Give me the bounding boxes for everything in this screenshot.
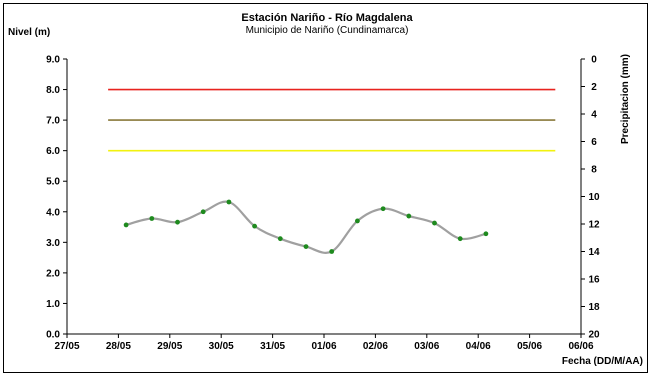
x-tick-label: 02/06: [363, 341, 388, 352]
x-axis-label: Fecha (DD/M/AA): [562, 356, 643, 367]
y-tick-label: 4.0: [46, 207, 60, 218]
y-tick-label: 6.0: [46, 146, 60, 157]
series-point: [175, 219, 180, 225]
series-point: [406, 213, 412, 219]
series-point: [226, 199, 232, 205]
y2-tick-label: 6: [591, 137, 597, 148]
y2-tick-label: 16: [588, 275, 600, 286]
y-axis-label: Nivel (m): [8, 27, 50, 38]
series-point: [483, 231, 489, 237]
x-tick-label: 28/05: [106, 341, 131, 352]
x-tick-label: 04/06: [466, 341, 491, 352]
y-tick-label: 7.0: [46, 116, 60, 127]
series-point: [380, 206, 386, 212]
y2-tick-label: 0: [591, 55, 597, 66]
chart-title: Estación Nariño - Río Magdalena: [241, 12, 413, 24]
x-tick-label: 05/06: [517, 341, 542, 352]
chart-frame: Estación Nariño - Río Magdalena Municipi…: [3, 3, 648, 373]
series-point: [200, 209, 206, 215]
y2-tick-label: 2: [591, 82, 597, 93]
plot-area: 0.0 1.0 2.0 3.0 4.0 5.0 6.0 7.0 8.0 9.0 0 2 4 6 8 10 12 1…: [46, 55, 600, 353]
x-tick-label: 29/05: [157, 341, 182, 352]
x-tick-label: 30/05: [209, 341, 234, 352]
y-tick-label: 9.0: [46, 55, 60, 66]
x-tick-label: 27/05: [54, 341, 79, 352]
y2-tick-label: 10: [588, 192, 600, 203]
chart-subtitle: Municipio de Nariño (Cundinamarca): [246, 25, 409, 36]
series-point: [149, 216, 155, 221]
series-point: [355, 218, 360, 224]
y-tick-label: 8.0: [46, 85, 60, 96]
y-tick-label: 3.0: [46, 238, 60, 249]
y2-tick-label: 12: [588, 220, 600, 231]
series-point: [277, 236, 283, 242]
x-tick-label: 03/06: [414, 341, 439, 352]
series-point: [252, 223, 258, 229]
x-tick-label: 31/05: [260, 341, 285, 352]
y2-tick-label: 4: [591, 110, 597, 121]
series-point: [123, 222, 129, 228]
y-tick-label: 1.0: [46, 299, 60, 310]
x-tick-label: 06/06: [568, 341, 593, 352]
level-chart: Estación Nariño - Río Magdalena Municipi…: [8, 12, 643, 367]
y2-tick-label: 8: [591, 165, 597, 176]
y2-tick-label: 14: [588, 247, 600, 258]
y2-axis-label: Precipitacion (mm): [620, 54, 631, 144]
series-point: [457, 236, 463, 242]
y-tick-label: 2.0: [46, 268, 60, 279]
y2-tick-label: 20: [588, 330, 600, 341]
y-tick-label: 5.0: [46, 177, 60, 188]
y-tick-label: 0.0: [46, 330, 60, 341]
series-point: [329, 249, 335, 254]
y2-tick-label: 18: [588, 302, 600, 313]
x-tick-label: 01/06: [311, 341, 336, 352]
series-point: [303, 244, 309, 250]
series-point: [432, 220, 437, 226]
